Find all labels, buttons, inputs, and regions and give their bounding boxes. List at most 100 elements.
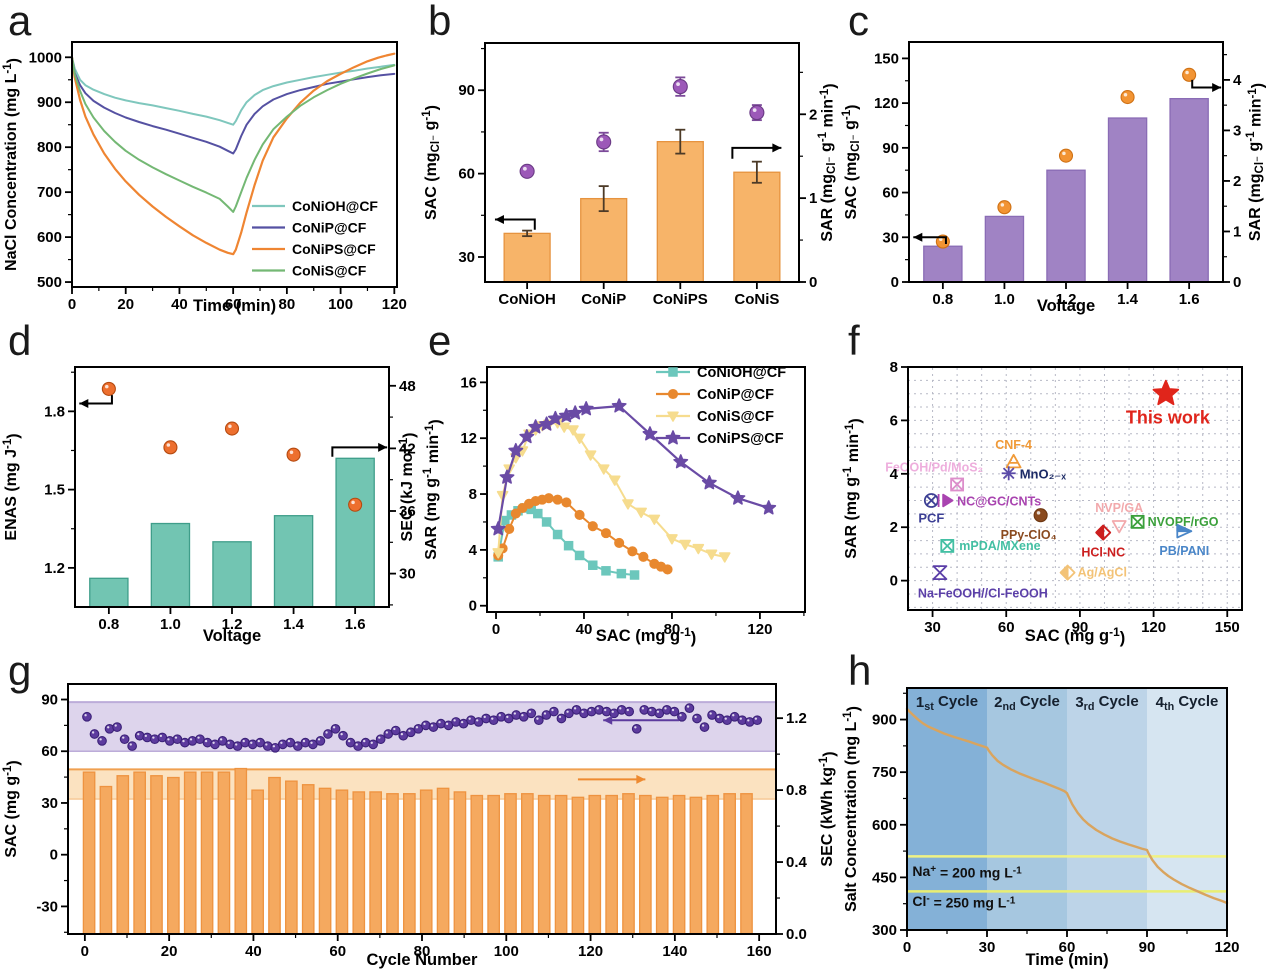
svg-text:0.4: 0.4 [786, 854, 808, 871]
svg-text:3rd Cycle: 3rd Cycle [1075, 693, 1138, 713]
svg-text:HCl-NC: HCl-NC [1081, 546, 1125, 560]
svg-text:1.6: 1.6 [1179, 291, 1200, 308]
svg-text:NC@GC/CNTs: NC@GC/CNTs [957, 495, 1041, 509]
svg-text:900: 900 [872, 712, 897, 729]
svg-text:SAR (mgCl⁻ g-1 min-1): SAR (mgCl⁻ g-1 min-1) [1245, 83, 1267, 241]
svg-text:CoNiP@CF: CoNiP@CF [292, 220, 367, 236]
svg-text:ENAS (mg J-1): ENAS (mg J-1) [2, 433, 22, 540]
svg-text:600: 600 [872, 817, 897, 834]
svg-text:150: 150 [874, 50, 899, 67]
svg-text:120: 120 [874, 95, 899, 112]
svg-text:16: 16 [460, 374, 477, 391]
svg-text:Cl- = 250 mg L-1: Cl- = 250 mg L-1 [912, 893, 1015, 911]
svg-text:60: 60 [1059, 939, 1076, 956]
svg-text:150: 150 [1215, 619, 1240, 636]
chart-f: This work CNF-4 MnO₂₋ₓ FeOOH/Pd/MoS₂ PCF NC@G… [842, 359, 1243, 647]
svg-text:CoNiS@CF: CoNiS@CF [697, 409, 774, 425]
svg-text:0: 0 [50, 847, 58, 864]
svg-text:120: 120 [1214, 939, 1239, 956]
svg-text:NVOPF/rGO: NVOPF/rGO [1148, 515, 1219, 529]
svg-text:Time (min): Time (min) [1025, 951, 1108, 969]
chart-c: 0.8 1.0 1.2 1.4 1.6 0 30 60 90 120 150 0 1 2 3 4 Voltage… [841, 41, 1267, 315]
svg-text:1.6: 1.6 [345, 616, 366, 633]
svg-text:FeOOH/Pd/MoS₂: FeOOH/Pd/MoS₂ [885, 460, 983, 474]
svg-text:4th Cycle: 4th Cycle [1156, 693, 1219, 713]
svg-text:60: 60 [882, 185, 899, 202]
svg-text:30: 30 [882, 229, 899, 246]
svg-text:SAC (mg g-1): SAC (mg g-1) [596, 625, 696, 647]
svg-text:0: 0 [469, 598, 477, 615]
svg-text:6: 6 [890, 412, 898, 429]
svg-text:100: 100 [494, 943, 519, 960]
svg-text:MnO₂₋ₓ: MnO₂₋ₓ [1020, 466, 1067, 481]
svg-text:CoNiOH@CF: CoNiOH@CF [697, 365, 786, 381]
svg-text:Na+ = 200 mg L-1: Na+ = 200 mg L-1 [912, 863, 1022, 881]
svg-text:CoNiOH: CoNiOH [498, 291, 556, 308]
svg-text:60: 60 [225, 296, 242, 313]
svg-text:0.8: 0.8 [932, 291, 953, 308]
svg-text:120: 120 [578, 943, 603, 960]
svg-text:60: 60 [998, 619, 1015, 636]
svg-text:0: 0 [891, 274, 899, 291]
svg-text:CoNiS: CoNiS [734, 291, 779, 308]
svg-text:42: 42 [399, 440, 416, 457]
svg-text:1: 1 [1233, 223, 1241, 240]
svg-text:100: 100 [328, 296, 353, 313]
svg-text:30: 30 [41, 795, 58, 812]
svg-text:NaCl Concentration (mg L-1): NaCl Concentration (mg L-1) [2, 58, 22, 271]
svg-text:48: 48 [399, 378, 416, 395]
chart-g: 0 20 40 60 80 100 120 140 160 -30 0 30 60 90 0.0 0.4 0.8… [2, 683, 838, 969]
svg-text:SEC (kWh kg-1): SEC (kWh kg-1) [818, 751, 838, 866]
chart-d: 0.8 1.0 1.2 1.4 1.6 1.2 1.5 1.8 30 36 42 48 Voltage E… [2, 366, 418, 645]
svg-text:12: 12 [460, 430, 477, 447]
svg-text:0: 0 [492, 621, 500, 638]
svg-text:SEC (kJ mol-1): SEC (kJ mol-1) [398, 433, 418, 542]
svg-text:1000: 1000 [29, 49, 62, 66]
svg-text:80: 80 [414, 943, 431, 960]
svg-text:1.2: 1.2 [44, 560, 65, 577]
svg-text:SAC (mg g-1): SAC (mg g-1) [2, 760, 22, 857]
svg-text:800: 800 [37, 139, 62, 156]
svg-text:900: 900 [37, 94, 62, 111]
panel-d: d 0.8 1.0 1.2 1.4 1.6 1.2 1.5 1.8 30 36 42 48 Voltag… [0, 320, 420, 650]
svg-text:8: 8 [469, 486, 477, 503]
svg-text:2: 2 [890, 519, 898, 536]
svg-text:90: 90 [1072, 619, 1089, 636]
svg-text:8: 8 [890, 359, 898, 376]
svg-text:500: 500 [37, 274, 62, 291]
svg-text:0.8: 0.8 [786, 782, 807, 799]
svg-text:Ag/AgCl: Ag/AgCl [1078, 566, 1127, 580]
svg-text:0: 0 [903, 939, 911, 956]
svg-text:SAR (mg g-1 min-1): SAR (mg g-1 min-1) [842, 418, 864, 559]
svg-text:40: 40 [171, 296, 188, 313]
svg-text:30: 30 [979, 939, 996, 956]
svg-text:40: 40 [245, 943, 262, 960]
svg-text:750: 750 [872, 764, 897, 781]
svg-text:0.8: 0.8 [98, 616, 119, 633]
svg-text:120: 120 [747, 621, 772, 638]
svg-text:1st Cycle: 1st Cycle [916, 693, 978, 713]
svg-text:CoNiP: CoNiP [581, 291, 626, 308]
chart-e: 0 40 80 120 0 4 8 12 16 SAC (mg g-1) SAR (mg g-1 m… [422, 365, 806, 647]
svg-text:Voltage: Voltage [203, 627, 261, 645]
svg-text:90: 90 [458, 82, 475, 99]
svg-text:140: 140 [662, 943, 687, 960]
svg-text:Na-FeOOH//Cl-FeOOH: Na-FeOOH//Cl-FeOOH [918, 587, 1048, 601]
svg-text:SAC (mgCl⁻ g-1): SAC (mgCl⁻ g-1) [421, 105, 442, 220]
svg-text:300: 300 [872, 922, 897, 939]
svg-text:90: 90 [882, 140, 899, 157]
chart-b: CoNiOH CoNiP CoNiPS CoNiS 30 60 90 0 1 2 SAC (mgCl… [421, 42, 839, 308]
svg-text:1.4: 1.4 [283, 616, 305, 633]
svg-text:NVP/GA: NVP/GA [1095, 501, 1143, 515]
panel-e: e 0 40 80 120 0 4 8 12 16 SAC (mg g-1) SAR (mg g-1… [420, 320, 840, 650]
panel-c: c 0.8 1.0 1.2 1.4 1.6 0 30 60 90 120 150 0 1 2 3 4 Volta… [840, 0, 1268, 320]
panel-h: h 1st Cycle 2nd Cycle 3rd Cycle 4th Cycle Na… [840, 650, 1268, 974]
svg-text:2nd Cycle: 2nd Cycle [994, 693, 1060, 713]
svg-text:60: 60 [458, 166, 475, 183]
svg-text:CoNiPS@CF: CoNiPS@CF [697, 431, 784, 447]
svg-text:4: 4 [469, 542, 478, 559]
svg-text:SAC (mg g-1): SAC (mg g-1) [1025, 625, 1125, 647]
svg-text:CNF-4: CNF-4 [995, 438, 1032, 452]
svg-text:120: 120 [1141, 619, 1166, 636]
